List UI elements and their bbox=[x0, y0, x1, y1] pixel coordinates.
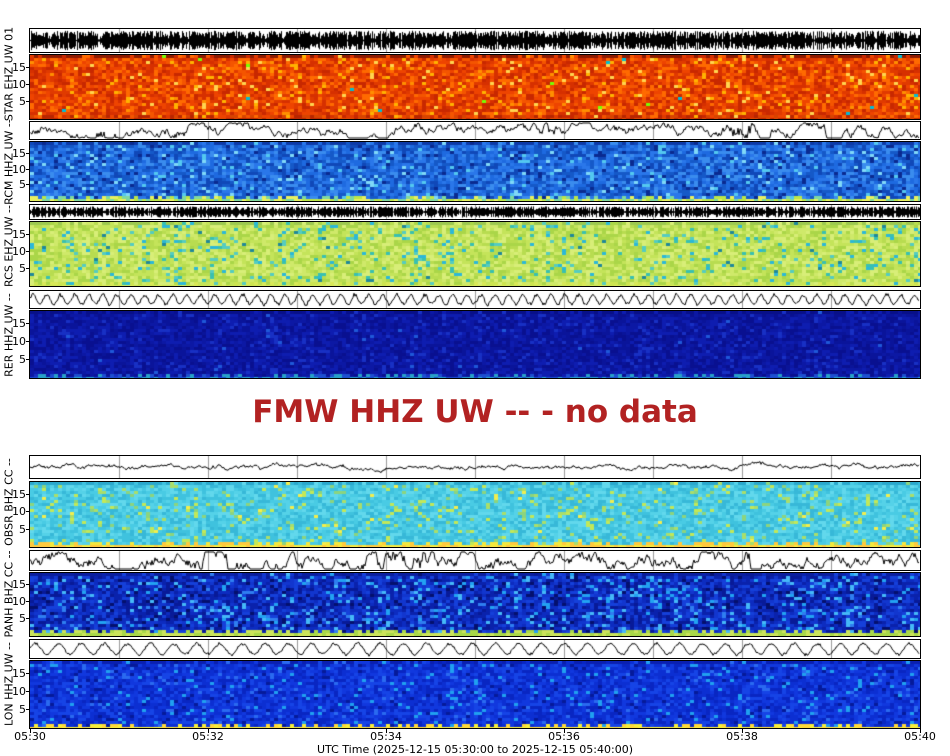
x-tick-label: 05:30 bbox=[14, 730, 46, 743]
y-tick-label: 10 bbox=[12, 685, 26, 699]
y-tick-mark bbox=[26, 494, 30, 495]
y-tick-mark bbox=[26, 169, 30, 170]
spectrogram-canvas bbox=[30, 222, 920, 286]
y-tick-label: 15 bbox=[12, 146, 26, 160]
y-tick-mark bbox=[26, 268, 30, 269]
y-tick-label: 10 bbox=[12, 335, 26, 349]
waveform-trace-canvas bbox=[30, 122, 920, 139]
x-tick-label: 05:36 bbox=[548, 730, 580, 743]
y-tick-label: 5 bbox=[19, 522, 26, 536]
waveform-plot bbox=[29, 455, 921, 479]
waveform-plot bbox=[29, 121, 921, 140]
station-channel-label: RCM HHZ UW -- bbox=[2, 118, 16, 205]
y-tick-label: 5 bbox=[19, 612, 26, 626]
y-tick-label: 15 bbox=[12, 60, 26, 74]
spectrogram-plot bbox=[29, 141, 921, 202]
y-tick-mark bbox=[26, 184, 30, 185]
y-tick-mark bbox=[26, 101, 30, 102]
spectrogram-plot bbox=[29, 660, 921, 729]
spectrogram-plot bbox=[29, 221, 921, 287]
y-tick-mark bbox=[26, 67, 30, 68]
waveform-plot bbox=[29, 204, 921, 220]
y-tick-mark bbox=[26, 234, 30, 235]
y-tick-mark bbox=[26, 341, 30, 342]
y-tick-label: 5 bbox=[19, 353, 26, 367]
y-tick-mark bbox=[26, 511, 30, 512]
y-tick-label: 15 bbox=[12, 227, 26, 241]
y-tick-label: 5 bbox=[19, 178, 26, 192]
waveform-trace-canvas bbox=[30, 291, 920, 308]
spectrogram-canvas bbox=[30, 482, 920, 547]
y-tick-label: 10 bbox=[12, 77, 26, 91]
waveform-trace-canvas bbox=[30, 640, 920, 658]
spectrogram-canvas bbox=[30, 311, 920, 378]
x-tick-mark bbox=[742, 729, 743, 733]
x-tick-label: 05:38 bbox=[726, 730, 758, 743]
waveform-plot bbox=[29, 550, 921, 571]
y-tick-label: 15 bbox=[12, 578, 26, 592]
x-tick-label: 05:32 bbox=[192, 730, 224, 743]
y-tick-mark bbox=[26, 691, 30, 692]
x-tick-mark bbox=[920, 729, 921, 733]
y-tick-label: 10 bbox=[12, 505, 26, 519]
y-tick-mark bbox=[26, 251, 30, 252]
y-tick-mark bbox=[26, 601, 30, 602]
y-tick-label: 15 bbox=[12, 317, 26, 331]
waveform-trace-canvas bbox=[30, 29, 920, 52]
y-tick-label: 10 bbox=[12, 162, 26, 176]
no-data-title: FMW HHZ UW -- - no data bbox=[252, 394, 698, 430]
y-tick-mark bbox=[26, 359, 30, 360]
y-tick-mark bbox=[26, 323, 30, 324]
x-tick-mark bbox=[564, 729, 565, 733]
spectrogram-plot bbox=[29, 54, 921, 120]
spectrogram-plot bbox=[29, 481, 921, 548]
y-tick-mark bbox=[26, 84, 30, 85]
waveform-plot bbox=[29, 28, 921, 53]
y-tick-mark bbox=[26, 584, 30, 585]
waveform-plot bbox=[29, 639, 921, 659]
spectrogram-canvas bbox=[30, 55, 920, 119]
x-tick-mark bbox=[208, 729, 209, 733]
y-tick-mark bbox=[26, 618, 30, 619]
spectrogram-canvas bbox=[30, 573, 920, 636]
y-tick-mark bbox=[26, 709, 30, 710]
waveform-plot bbox=[29, 290, 921, 309]
y-tick-label: 15 bbox=[12, 487, 26, 501]
x-tick-mark bbox=[30, 729, 31, 733]
x-tick-label: 05:40 bbox=[904, 730, 936, 743]
x-tick-mark bbox=[386, 729, 387, 733]
spectrogram-canvas bbox=[30, 142, 920, 201]
spectrogram-plot bbox=[29, 310, 921, 379]
y-tick-label: 5 bbox=[19, 262, 26, 276]
waveform-trace-canvas bbox=[30, 551, 920, 570]
y-tick-label: 5 bbox=[19, 703, 26, 717]
x-axis-label: UTC Time (2025-12-15 05:30:00 to 2025-12… bbox=[317, 743, 633, 756]
spectrogram-canvas bbox=[30, 661, 920, 728]
y-tick-label: 10 bbox=[12, 244, 26, 258]
y-tick-label: 5 bbox=[19, 95, 26, 109]
x-tick-label: 05:34 bbox=[370, 730, 402, 743]
y-tick-label: 15 bbox=[12, 667, 26, 681]
y-tick-mark bbox=[26, 673, 30, 674]
waveform-trace-canvas bbox=[30, 456, 920, 478]
y-tick-mark bbox=[26, 529, 30, 530]
waveform-trace-canvas bbox=[30, 205, 920, 219]
spectrogram-plot bbox=[29, 572, 921, 637]
y-tick-mark bbox=[26, 153, 30, 154]
y-tick-label: 10 bbox=[12, 595, 26, 609]
